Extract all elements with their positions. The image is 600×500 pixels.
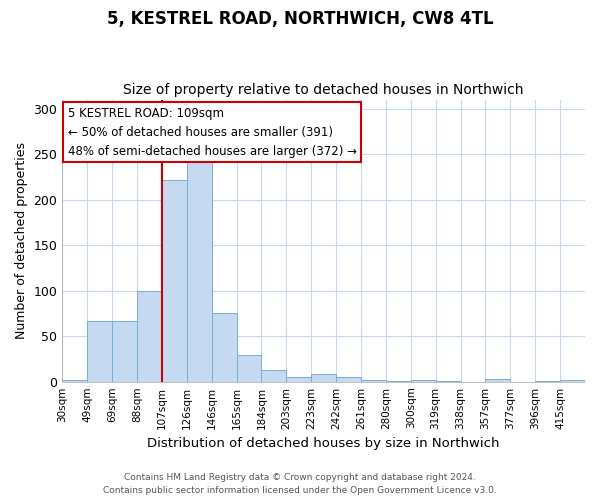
Bar xyxy=(436,381,461,382)
Bar xyxy=(262,370,286,382)
Bar xyxy=(286,377,311,382)
Title: Size of property relative to detached houses in Northwich: Size of property relative to detached ho… xyxy=(124,83,524,97)
Bar xyxy=(361,380,386,382)
Bar xyxy=(336,377,361,382)
Bar xyxy=(62,380,87,382)
Bar xyxy=(311,374,336,382)
Bar xyxy=(411,380,436,382)
Text: Contains HM Land Registry data © Crown copyright and database right 2024.
Contai: Contains HM Land Registry data © Crown c… xyxy=(103,474,497,495)
Bar xyxy=(137,290,162,382)
Text: 5, KESTREL ROAD, NORTHWICH, CW8 4TL: 5, KESTREL ROAD, NORTHWICH, CW8 4TL xyxy=(107,10,493,28)
X-axis label: Distribution of detached houses by size in Northwich: Distribution of detached houses by size … xyxy=(148,437,500,450)
Y-axis label: Number of detached properties: Number of detached properties xyxy=(15,142,28,339)
Bar xyxy=(112,320,137,382)
Bar xyxy=(87,320,112,382)
Bar xyxy=(535,381,560,382)
Bar xyxy=(187,160,212,382)
Bar xyxy=(485,379,511,382)
Bar xyxy=(162,180,187,382)
Bar xyxy=(236,356,262,382)
Bar xyxy=(212,312,236,382)
Bar xyxy=(560,380,585,382)
Text: 5 KESTREL ROAD: 109sqm
← 50% of detached houses are smaller (391)
48% of semi-de: 5 KESTREL ROAD: 109sqm ← 50% of detached… xyxy=(68,106,356,158)
Bar xyxy=(386,381,411,382)
